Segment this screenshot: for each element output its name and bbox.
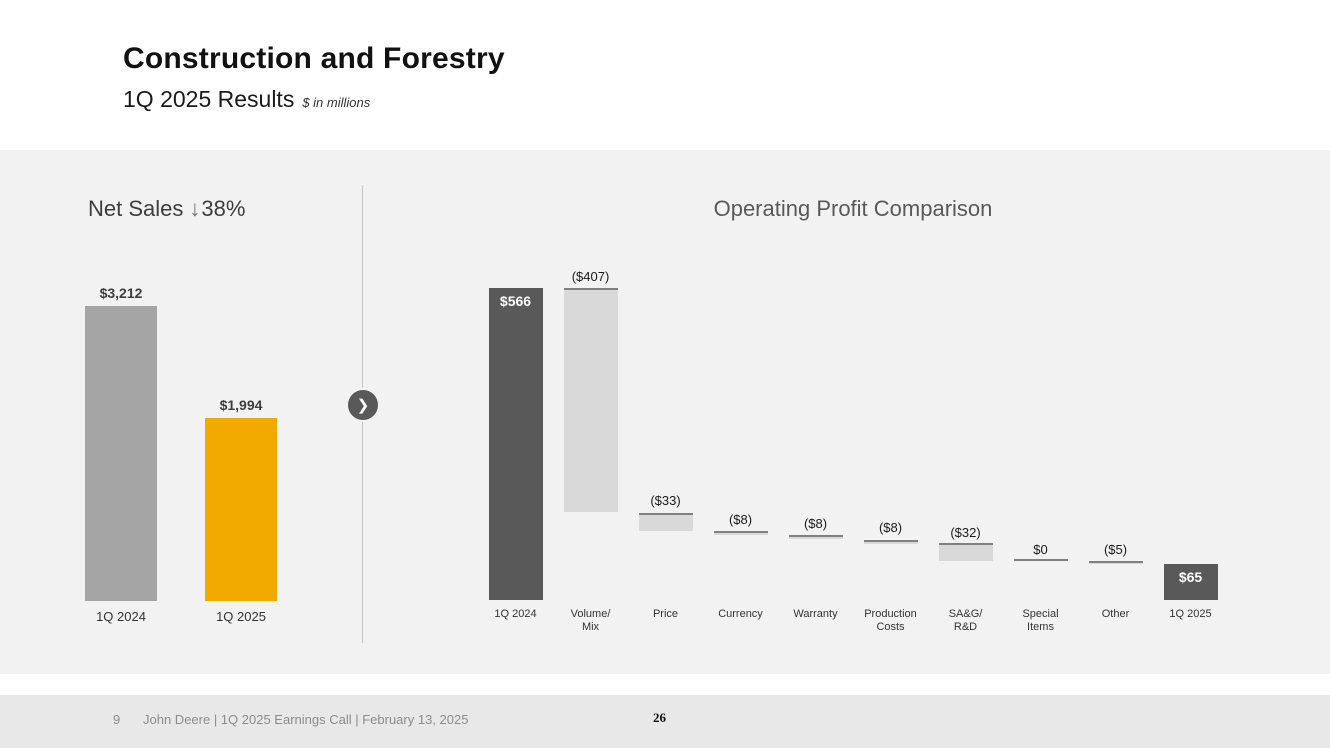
waterfall-plot: ($8) <box>853 260 928 600</box>
operating-profit-title: Operating Profit Comparison <box>713 196 993 221</box>
footer-text: John Deere | 1Q 2025 Earnings Call | Feb… <box>143 712 469 727</box>
waterfall-category-label: 1Q 2025 <box>1169 608 1212 620</box>
waterfall-plot: $566 <box>478 260 553 600</box>
net-sales-title-text: Net Sales <box>88 196 184 221</box>
waterfall-column: ($8) Warranty <box>778 260 853 634</box>
arrow-down-icon: ↓ <box>189 196 201 221</box>
waterfall-bar <box>938 543 993 561</box>
waterfall-column: ($407) Volume/Mix <box>553 260 628 634</box>
waterfall-category-label: Warranty <box>793 608 838 620</box>
units-note: $ in millions <box>302 95 371 110</box>
waterfall-value-label: ($32) <box>950 525 981 540</box>
waterfall-plot: $0 <box>1003 260 1078 600</box>
waterfall-bar <box>488 288 543 600</box>
net-sales-category-label: 1Q 2024 <box>96 609 146 624</box>
slide-footer: 9 John Deere | 1Q 2025 Earnings Call | F… <box>0 695 1330 748</box>
waterfall-bar <box>863 540 918 544</box>
waterfall-column: ($32) SA&G/R&D <box>928 260 1003 634</box>
net-sales-category-label: 1Q 2025 <box>216 609 266 624</box>
waterfall-category-label: Other <box>1101 608 1130 620</box>
waterfall-value-label: $65 <box>1178 569 1203 585</box>
waterfall-bar <box>788 535 843 539</box>
waterfall-bar <box>1013 559 1068 561</box>
waterfall-value-label: ($8) <box>878 520 903 535</box>
waterfall-category-label: Production Costs <box>864 608 917 633</box>
waterfall-category-label: Currency <box>718 608 763 620</box>
waterfall-value-label: ($5) <box>1103 542 1128 557</box>
waterfall-plot: ($5) <box>1078 260 1153 600</box>
net-sales-bar <box>205 418 277 601</box>
net-sales-bar <box>85 306 157 601</box>
page-title: Construction and Forestry <box>123 42 505 75</box>
waterfall-column: $65 1Q 2025 <box>1153 260 1228 634</box>
waterfall-plot: ($8) <box>703 260 778 600</box>
waterfall-column: $566 1Q 2024 <box>478 260 553 634</box>
net-sales-column: $3,212 1Q 2024 <box>85 280 157 625</box>
waterfall-value-label: ($8) <box>803 516 828 531</box>
waterfall-bar <box>1163 564 1218 600</box>
waterfall-category-label: SA&G/R&D <box>948 608 983 633</box>
waterfall-plot: ($32) <box>928 260 1003 600</box>
slide-header: Construction and Forestry 1Q 2025 Result… <box>123 42 505 113</box>
waterfall-category-label: 1Q 2024 <box>494 608 537 620</box>
waterfall-category-label: Price <box>652 608 679 620</box>
operating-profit-chart: $566 1Q 2024 ($407) Volume/Mix ($33) Price ($8… <box>478 260 1228 634</box>
waterfall-bar <box>638 513 693 531</box>
net-sales-change-text: 38% <box>201 196 246 221</box>
net-sales-column: $1,994 1Q 2025 <box>205 280 277 625</box>
waterfall-plot: ($407) <box>553 260 628 600</box>
waterfall-bar <box>1088 561 1143 564</box>
waterfall-column: ($8) Currency <box>703 260 778 634</box>
waterfall-bar <box>563 288 618 512</box>
waterfall-value-label: ($407) <box>571 269 610 284</box>
waterfall-value-label: ($8) <box>728 512 753 527</box>
waterfall-category-label: Special Items <box>1022 608 1059 633</box>
net-sales-title: Net Sales ↓38% <box>88 196 245 222</box>
chevron-right-icon: ❯ <box>346 388 380 422</box>
net-sales-chart: $3,212 1Q 2024 $1,994 1Q 2025 <box>85 280 277 625</box>
waterfall-value-label: ($33) <box>650 493 681 508</box>
waterfall-bar <box>713 531 768 535</box>
waterfall-plot: ($33) <box>628 260 703 600</box>
waterfall-value-label: $0 <box>1033 542 1048 557</box>
slide-subtitle-row: 1Q 2025 Results $ in millions <box>123 86 505 113</box>
waterfall-column: ($33) Price <box>628 260 703 634</box>
waterfall-value-label: $566 <box>499 293 532 309</box>
slide-subtitle: 1Q 2025 Results <box>123 86 295 112</box>
waterfall-plot: $65 <box>1153 260 1228 600</box>
waterfall-category-label: Volume/Mix <box>570 608 611 633</box>
waterfall-plot: ($8) <box>778 260 853 600</box>
waterfall-column: ($5) Other <box>1078 260 1153 634</box>
chart-band: Net Sales ↓38% $3,212 1Q 2024 $1,994 1Q 2025… <box>0 150 1330 674</box>
footer-slide-number: 26 <box>653 710 666 725</box>
footer-page-number: 9 <box>113 712 121 727</box>
net-sales-value-label: $1,994 <box>219 397 263 413</box>
waterfall-column: $0 Special Items <box>1003 260 1078 634</box>
waterfall-column: ($8) Production Costs <box>853 260 928 634</box>
waterfall-columns: $566 1Q 2024 ($407) Volume/Mix ($33) Price ($8… <box>478 260 1228 634</box>
net-sales-value-label: $3,212 <box>99 285 143 301</box>
